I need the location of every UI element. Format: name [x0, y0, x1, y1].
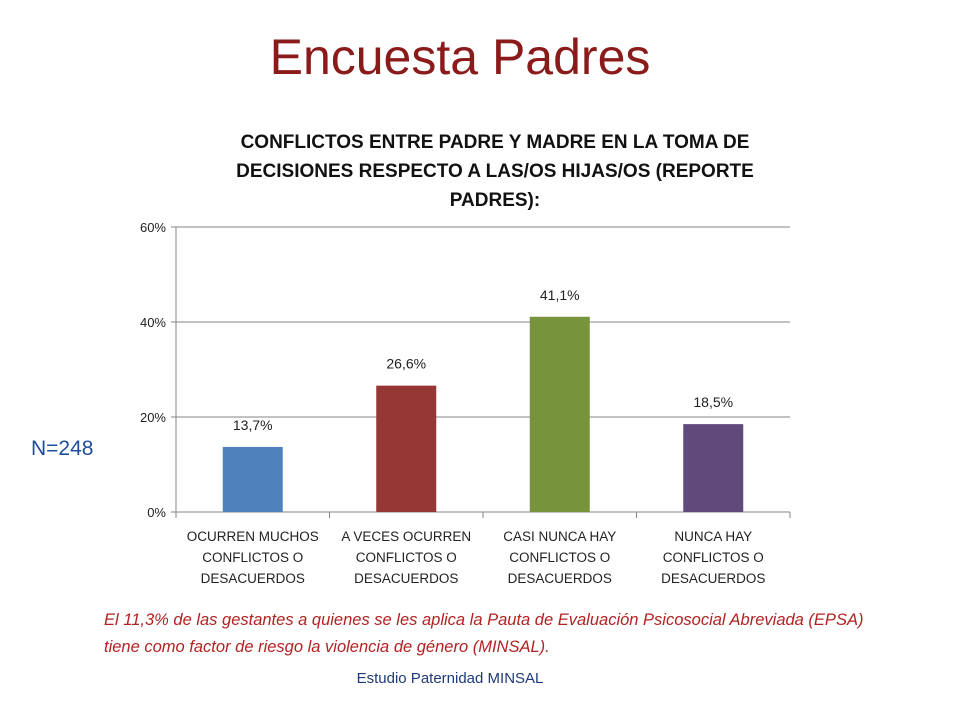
x-tick-label: OCURREN MUCHOS [187, 529, 319, 544]
bar [376, 385, 437, 512]
bar [529, 316, 590, 512]
source-label: Estudio Paternidad MINSAL [356, 670, 544, 687]
x-tick-label: DESACUERDOS [201, 571, 305, 586]
x-tick-label: CONFLICTOS O [509, 550, 610, 565]
x-tick-label: DESACUERDOS [661, 571, 765, 586]
x-tick-label: NUNCA HAY [674, 529, 752, 544]
x-tick-label: CONFLICTOS O [663, 550, 764, 565]
footnote: El 11,3% de las gestantes a quienes se l… [104, 611, 864, 656]
x-tick-label: CASI NUNCA HAY [503, 529, 616, 544]
y-tick-label: 20% [140, 410, 166, 425]
sample-size-label: N=248 [31, 437, 94, 460]
bar [683, 424, 744, 512]
y-tick-label: 40% [140, 315, 166, 330]
x-tick-label: A VECES OCURREN [341, 529, 471, 544]
y-tick-label: 60% [140, 220, 166, 235]
x-tick-label: DESACUERDOS [508, 571, 612, 586]
x-tick-label: DESACUERDOS [354, 571, 458, 586]
bar [222, 446, 283, 512]
x-tick-label: CONFLICTOS O [356, 550, 457, 565]
data-label: 26,6% [386, 356, 426, 372]
y-tick-label: 0% [147, 505, 166, 520]
data-label: 41,1% [540, 287, 580, 303]
data-label: 18,5% [693, 394, 733, 410]
data-label: 13,7% [233, 417, 273, 433]
chart-title: CONFLICTOS ENTRE PADRE Y MADRE EN LA TOM… [236, 132, 754, 211]
slide-title: Encuesta Padres [269, 29, 651, 85]
x-tick-label: CONFLICTOS O [202, 550, 303, 565]
